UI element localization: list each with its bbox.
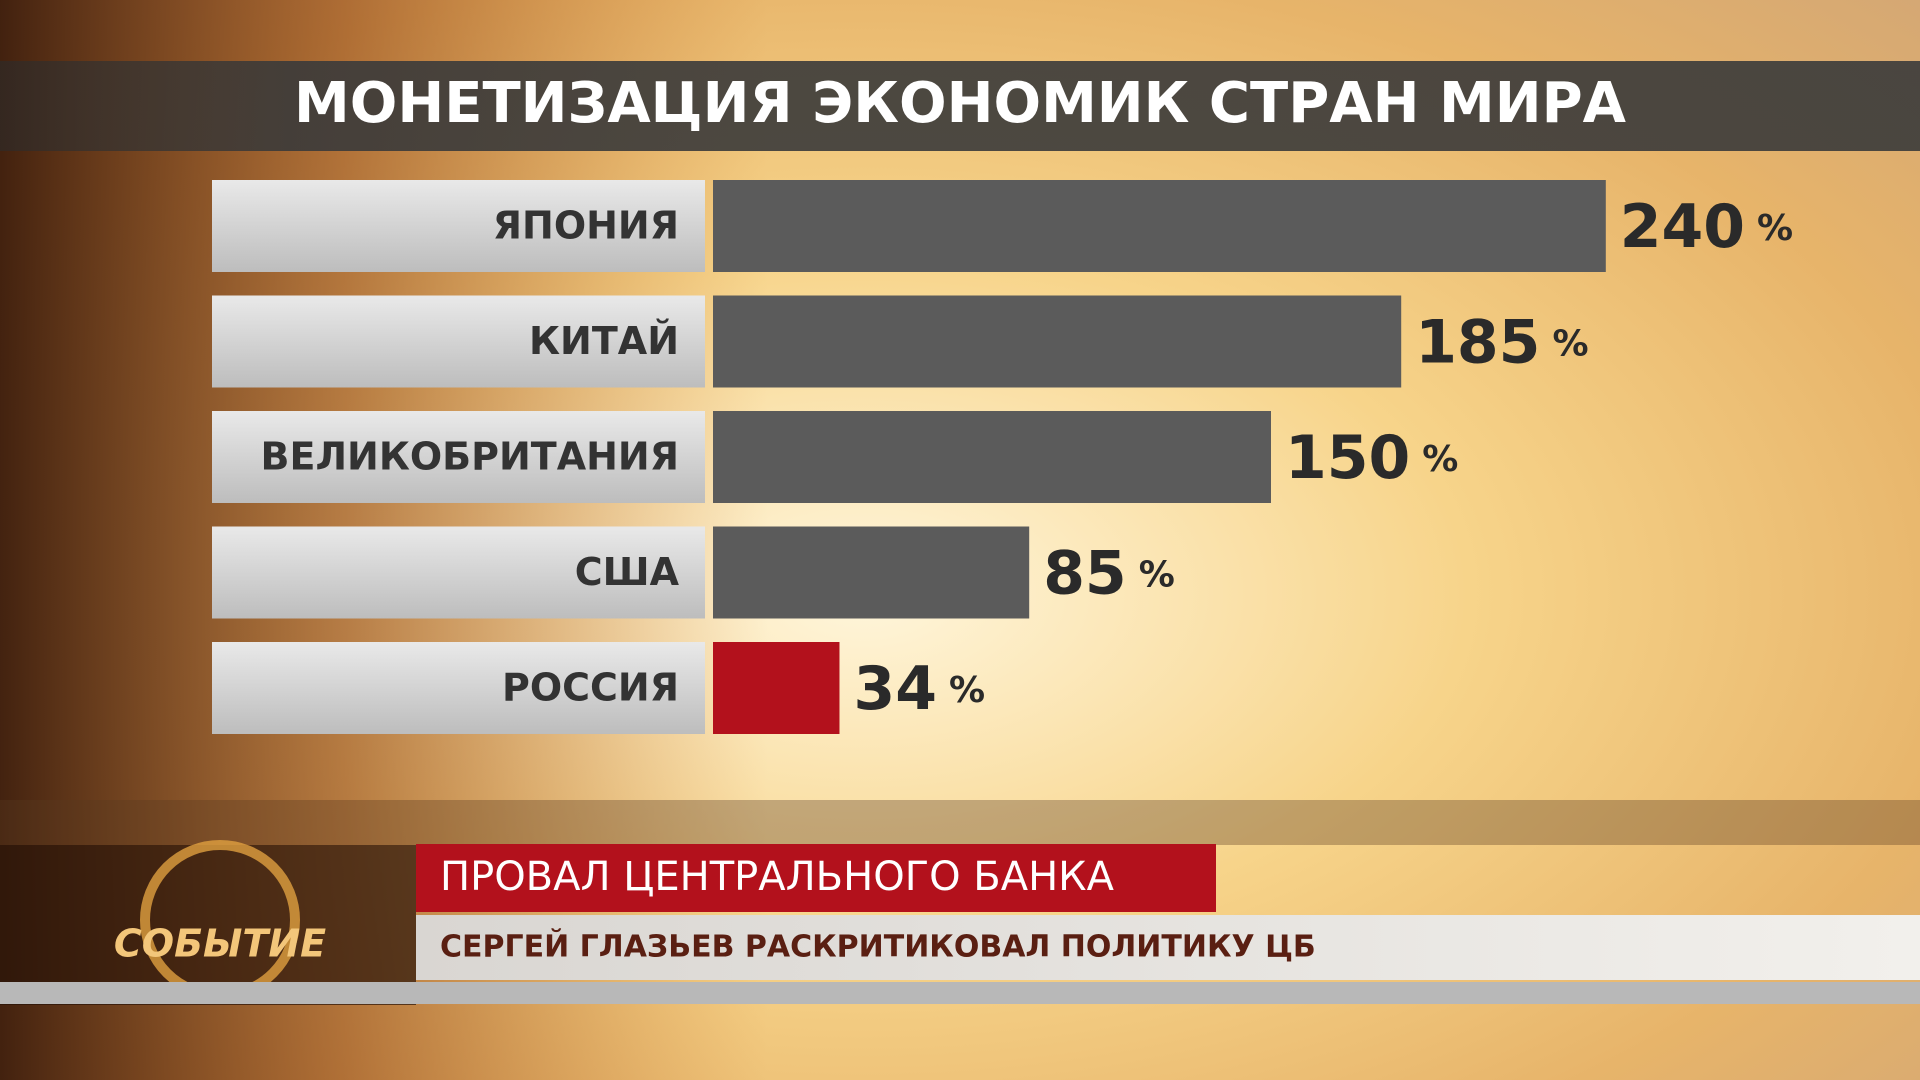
bar [713,526,1030,619]
bar [713,180,1606,272]
category-label: РОССИЯ [502,666,679,710]
value-label: 34% [853,654,985,724]
lower-band [0,800,1920,845]
subline: СЕРГЕЙ ГЛАЗЬЕВ РАСКРИТИКОВАЛ ПОЛИТИКУ ЦБ [440,929,1316,965]
value-label: 185% [1415,307,1588,377]
category-cell [212,180,705,272]
category-cell [212,526,705,619]
logo-panel [0,845,416,1005]
bottom-strip [0,982,1920,1004]
category-cell [212,642,705,734]
value-label: 240% [1620,192,1793,262]
value-unit: % [1422,439,1458,480]
category-label: ЯПОНИЯ [493,204,679,248]
value-unit: % [1552,324,1588,365]
category-label: США [575,550,680,594]
title-bar [0,61,1920,151]
value-label: 150% [1285,423,1458,493]
logo: СОБЫТИЕ [114,922,326,966]
value-unit: % [949,670,985,711]
category-label: КИТАЙ [529,319,679,363]
chart-title: МОНЕТИЗАЦИЯ ЭКОНОМИК СТРАН МИРА [294,71,1627,136]
category-cell [212,411,705,503]
headline-box [416,844,1216,912]
category-label: ВЕЛИКОБРИТАНИЯ [261,435,679,479]
bar [713,642,840,734]
bar [713,411,1271,503]
value-number: 150 [1285,423,1410,493]
value-number: 34 [853,654,937,724]
headline: ПРОВАЛ ЦЕНТРАЛЬНОГО БАНКА [440,854,1115,900]
value-number: 240 [1620,192,1745,262]
value-number: 85 [1043,538,1127,608]
value-unit: % [1757,208,1793,249]
category-cell [212,295,705,388]
bar [713,295,1402,388]
value-unit: % [1139,555,1175,596]
value-number: 185 [1415,307,1540,377]
subline-box [416,915,1920,980]
value-label: 85% [1043,538,1175,608]
